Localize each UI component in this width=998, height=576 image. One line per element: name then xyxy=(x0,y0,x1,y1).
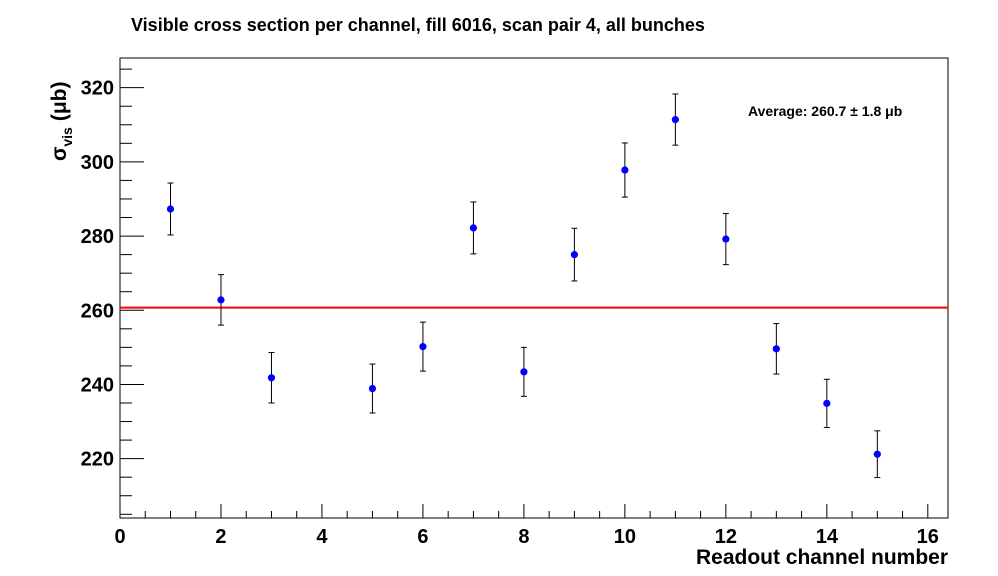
y-tick-label: 280 xyxy=(81,226,114,248)
y-tick-label: 320 xyxy=(81,78,114,100)
y-tick-label: 260 xyxy=(81,300,114,322)
y-axis-title-symbol: σ xyxy=(48,147,71,161)
data-point xyxy=(166,205,175,213)
data-point xyxy=(419,343,427,351)
x-tick-label: 6 xyxy=(417,526,428,548)
data-point xyxy=(267,374,276,382)
x-tick-label: 12 xyxy=(715,526,737,548)
x-axis-tick-labels: 0 2 4 6 8 10 12 14 16 xyxy=(114,526,938,548)
data-point xyxy=(772,345,780,353)
y-axis-tick-labels: 220 240 260 280 300 320 xyxy=(81,78,114,471)
chart-title: Visible cross section per channel, fill … xyxy=(131,15,705,35)
y-axis-title: σvis (μb) xyxy=(48,81,75,161)
x-axis-ticks xyxy=(119,504,929,518)
y-tick-label: 300 xyxy=(81,152,114,174)
y-tick-label: 220 xyxy=(81,449,114,471)
x-tick-label: 14 xyxy=(816,526,839,548)
x-tick-label: 16 xyxy=(917,526,939,548)
data-point xyxy=(570,251,578,259)
average-annotation: Average: 260.7 ± 1.8 μb xyxy=(748,103,902,119)
x-tick-label: 2 xyxy=(215,526,226,548)
data-point xyxy=(217,296,225,304)
y-tick-label: 240 xyxy=(81,374,114,396)
x-tick-label: 8 xyxy=(518,526,529,548)
data-point xyxy=(722,235,730,243)
x-tick-label: 0 xyxy=(114,526,125,548)
y-axis-title-subscript: vis xyxy=(59,127,75,147)
data-point xyxy=(520,368,528,376)
data-markers xyxy=(166,115,881,458)
data-point xyxy=(873,450,881,458)
data-point xyxy=(823,399,831,407)
x-tick-label: 4 xyxy=(316,526,328,548)
plot-frame xyxy=(119,57,949,519)
data-point xyxy=(621,166,629,174)
error-bars xyxy=(167,93,881,479)
y-axis-ticks xyxy=(120,68,144,515)
data-point xyxy=(368,384,377,393)
data-point xyxy=(469,224,478,232)
x-axis-title: Readout channel number xyxy=(696,546,948,569)
data-point xyxy=(671,115,679,124)
y-axis-title-unit: (μb) xyxy=(48,81,71,121)
x-tick-label: 10 xyxy=(614,526,636,548)
